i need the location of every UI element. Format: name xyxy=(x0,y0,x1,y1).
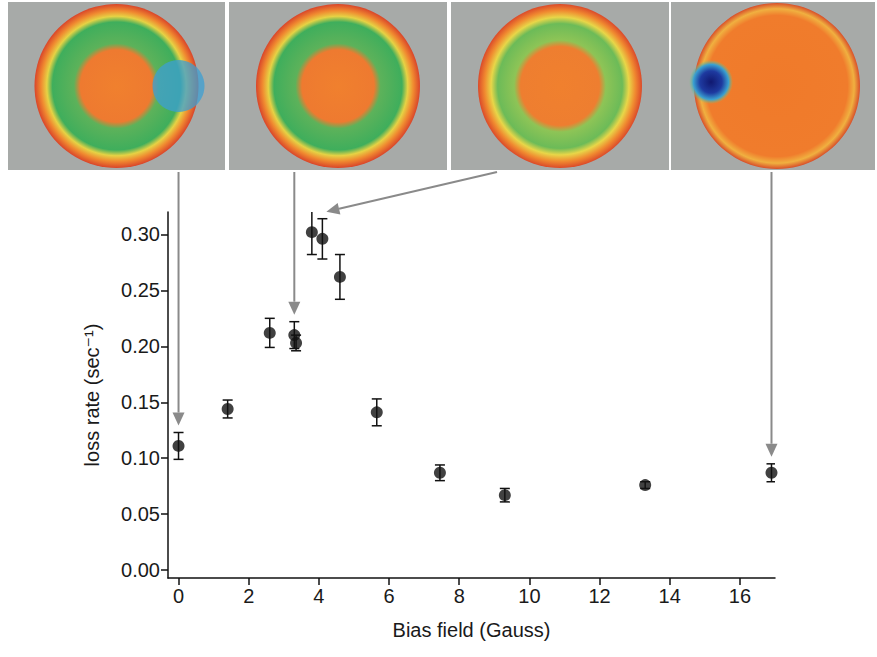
svg-text:10: 10 xyxy=(518,585,540,607)
svg-text:0.10: 0.10 xyxy=(121,447,160,469)
svg-text:12: 12 xyxy=(588,585,610,607)
svg-text:6: 6 xyxy=(383,585,394,607)
svg-text:2: 2 xyxy=(243,585,254,607)
svg-text:loss rate (sec⁻¹): loss rate (sec⁻¹) xyxy=(81,324,103,467)
svg-text:14: 14 xyxy=(659,585,681,607)
svg-text:0.00: 0.00 xyxy=(121,559,160,581)
svg-text:0: 0 xyxy=(173,585,184,607)
svg-text:0.30: 0.30 xyxy=(121,223,160,245)
svg-text:0.25: 0.25 xyxy=(121,279,160,301)
svg-text:0.15: 0.15 xyxy=(121,391,160,413)
svg-text:0.05: 0.05 xyxy=(121,503,160,525)
svg-text:4: 4 xyxy=(313,585,324,607)
svg-text:8: 8 xyxy=(454,585,465,607)
svg-text:Bias field (Gauss): Bias field (Gauss) xyxy=(393,619,551,641)
svg-text:0.20: 0.20 xyxy=(121,335,160,357)
svg-text:16: 16 xyxy=(729,585,751,607)
